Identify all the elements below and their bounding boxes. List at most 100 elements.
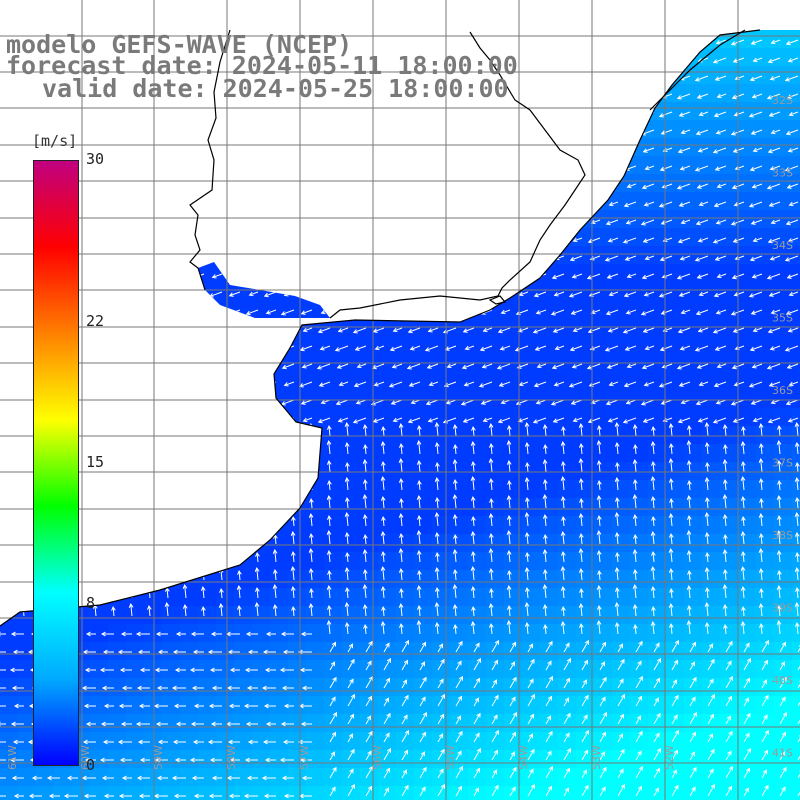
- wind-cell: [792, 426, 800, 444]
- wind-cell: [414, 408, 432, 426]
- wind-cell: [612, 732, 630, 750]
- wind-cell: [576, 246, 594, 264]
- wind-cell: [702, 426, 720, 444]
- wind-cell: [666, 156, 684, 174]
- wind-cell: [360, 498, 378, 516]
- wind-cell: [630, 426, 648, 444]
- wind-cell: [396, 696, 414, 714]
- wind-cell: [576, 336, 594, 354]
- wind-cell: [540, 642, 558, 660]
- wind-cell: [738, 210, 756, 228]
- wind-cell: [648, 678, 666, 696]
- wind-cell: [216, 624, 234, 642]
- wind-cell: [666, 102, 684, 120]
- wind-cell: [108, 660, 126, 678]
- wind-cell: [468, 552, 486, 570]
- wind-cell: [324, 426, 342, 444]
- latitude-label: 35S: [772, 312, 793, 325]
- wind-cell: [342, 786, 360, 800]
- wind-cell: [162, 732, 180, 750]
- wind-cell: [666, 246, 684, 264]
- wind-arrow: [750, 219, 763, 225]
- wind-arrow: [697, 147, 709, 153]
- wind-cell: [468, 408, 486, 426]
- wind-arrow: [658, 201, 673, 208]
- wind-cell: [162, 786, 180, 800]
- wind-cell: [702, 300, 720, 318]
- wind-cell: [450, 678, 468, 696]
- wind-cell: [378, 408, 396, 426]
- wind-cell: [630, 264, 648, 282]
- wind-cell: [792, 660, 800, 678]
- wind-cell: [450, 588, 468, 606]
- wind-cell: [342, 750, 360, 768]
- wind-cell: [216, 696, 234, 714]
- wind-arrow: [572, 237, 583, 243]
- wind-cell: [738, 588, 756, 606]
- colorbar-unit: [m/s]: [32, 132, 78, 150]
- wind-arrow: [607, 237, 619, 243]
- wind-cell: [792, 768, 800, 786]
- wind-cell: [162, 588, 180, 606]
- wind-cell: [630, 732, 648, 750]
- wind-cell: [306, 624, 324, 642]
- wind-cell: [234, 624, 252, 642]
- wind-cell: [756, 192, 774, 210]
- wind-cell: [720, 264, 738, 282]
- wind-cell: [558, 390, 576, 408]
- wind-cell: [684, 480, 702, 498]
- wind-cell: [270, 714, 288, 732]
- wind-cell: [774, 282, 792, 300]
- longitude-label: 56W: [371, 745, 384, 770]
- wind-cell: [378, 786, 396, 800]
- wind-arrow: [786, 93, 799, 99]
- wind-cell: [792, 156, 800, 174]
- wind-cell: [522, 624, 540, 642]
- wind-cell: [792, 570, 800, 588]
- wind-arrow: [715, 219, 727, 225]
- wind-cell: [288, 768, 306, 786]
- wind-cell: [306, 606, 324, 624]
- wind-cell: [126, 624, 144, 642]
- wind-cell: [306, 786, 324, 800]
- wind-cell: [558, 426, 576, 444]
- wind-cell: [306, 714, 324, 732]
- wind-cell: [288, 570, 306, 588]
- wind-cell: [432, 624, 450, 642]
- wind-cell: [450, 336, 468, 354]
- wind-cell: [684, 516, 702, 534]
- wind-arrow: [626, 183, 637, 189]
- wind-arrow: [770, 39, 781, 45]
- wind-arrow: [641, 183, 655, 190]
- wind-cell: [216, 678, 234, 696]
- wind-cell: [450, 480, 468, 498]
- wind-arrow: [678, 201, 691, 207]
- latitude-label: 33S: [772, 167, 793, 180]
- wind-cell: [522, 498, 540, 516]
- wind-arrow: [551, 273, 565, 280]
- wind-cell: [270, 696, 288, 714]
- wind-cell: [414, 570, 432, 588]
- wind-cell: [756, 408, 774, 426]
- wind-cell: [576, 408, 594, 426]
- wind-cell: [504, 444, 522, 462]
- wind-cell: [594, 570, 612, 588]
- wind-cell: [414, 444, 432, 462]
- wind-cell: [198, 732, 216, 750]
- wind-cell: [612, 372, 630, 390]
- wind-cell: [684, 426, 702, 444]
- wind-cell: [288, 732, 306, 750]
- wind-cell: [234, 570, 252, 588]
- wind-cell: [576, 516, 594, 534]
- wind-cell: [504, 786, 522, 800]
- wind-cell: [90, 606, 108, 624]
- wind-cell: [702, 372, 720, 390]
- wind-cell: [324, 480, 342, 498]
- wind-cell: [432, 390, 450, 408]
- wind-cell: [324, 660, 342, 678]
- wind-cell: [684, 390, 702, 408]
- wind-cell: [558, 696, 576, 714]
- wind-cell: [720, 102, 738, 120]
- wind-cell: [630, 768, 648, 786]
